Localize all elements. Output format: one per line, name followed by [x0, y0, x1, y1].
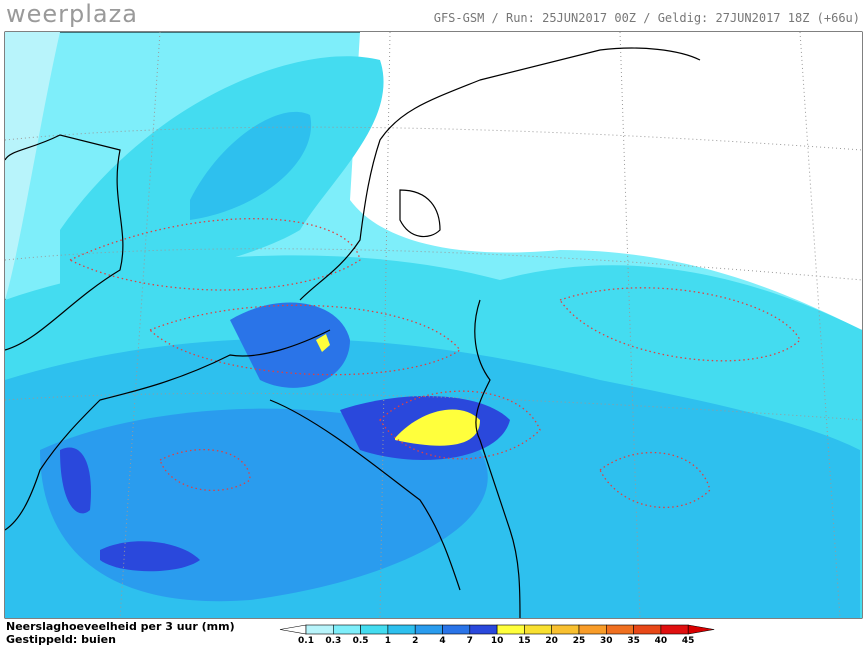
- legend-label: 25: [573, 636, 586, 646]
- legend-swatch: [633, 624, 662, 635]
- legend-swatch: [578, 624, 607, 635]
- legend-swatch: [387, 624, 416, 635]
- legend-swatch: [551, 624, 580, 635]
- legend-swatch: [305, 624, 334, 635]
- legend: 0.1 0.3 0.5 1 2 4 7 10 15 20 25 30 35 40 45: [279, 624, 715, 646]
- legend-label: 45: [682, 636, 695, 646]
- legend-swatch: [524, 624, 553, 635]
- legend-swatch: [660, 624, 689, 635]
- legend-label: 20: [545, 636, 558, 646]
- legend-label: 30: [600, 636, 613, 646]
- legend-swatch: [442, 624, 471, 635]
- legend-label: 40: [655, 636, 668, 646]
- legend-swatch: [687, 624, 715, 635]
- brand: weerplaza: [6, 0, 138, 28]
- legend-label: 15: [518, 636, 531, 646]
- legend-swatch: [605, 624, 634, 635]
- footer-line: Gestippeld: buien: [6, 633, 116, 646]
- legend-swatch: [360, 624, 389, 635]
- legend-swatch: [496, 624, 525, 635]
- legend-label: 4: [439, 636, 445, 646]
- legend-swatch: [332, 624, 361, 635]
- legend-label: 7: [467, 636, 473, 646]
- map: [4, 31, 863, 619]
- run-info: GFS-GSM / Run: 25JUN2017 00Z / Geldig: 2…: [434, 11, 860, 25]
- legend-label: 0.1: [298, 636, 314, 646]
- legend-label: 2: [412, 636, 418, 646]
- footer-line: Neerslaghoeveelheid per 3 uur (mm): [6, 620, 235, 633]
- legend-swatch: [279, 624, 307, 635]
- legend-swatch: [414, 624, 443, 635]
- legend-swatch: [469, 624, 498, 635]
- legend-label: 1: [385, 636, 391, 646]
- legend-label: 10: [491, 636, 504, 646]
- legend-label: 0.5: [353, 636, 369, 646]
- legend-label: 35: [627, 636, 640, 646]
- legend-label: 0.3: [325, 636, 341, 646]
